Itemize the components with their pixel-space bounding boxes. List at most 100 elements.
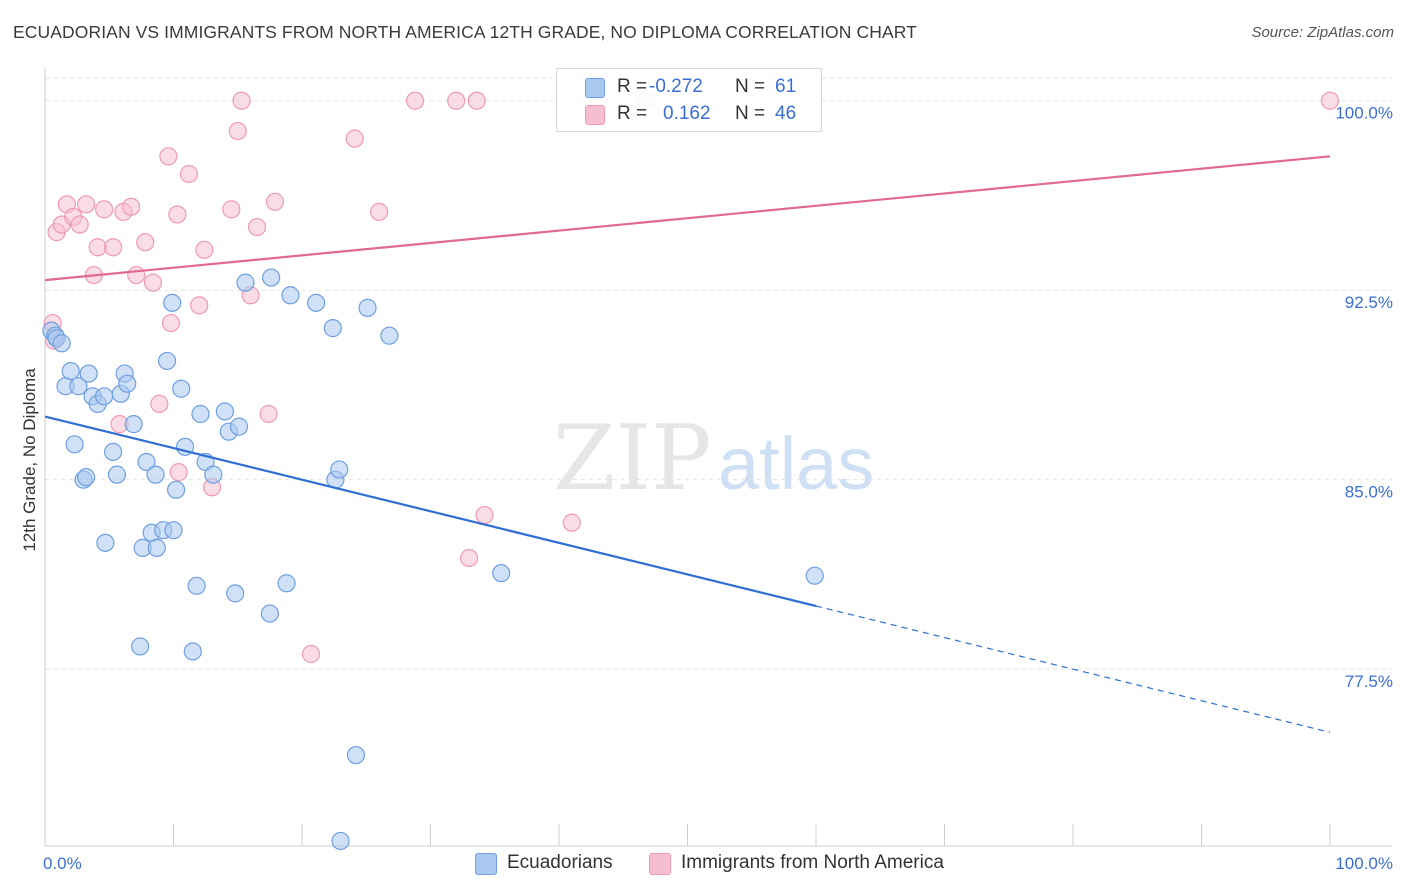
legend-label: Ecuadorians	[507, 852, 613, 873]
data-point	[77, 468, 96, 487]
data-point	[95, 200, 114, 219]
data-point	[215, 402, 234, 421]
data-point	[143, 273, 163, 292]
swatch-pink	[585, 105, 605, 125]
data-point	[169, 463, 188, 482]
data-point	[247, 217, 267, 237]
n-value: 61	[775, 76, 797, 97]
data-point	[147, 538, 166, 557]
legend-swatch-pink	[649, 853, 671, 875]
data-point	[157, 351, 177, 371]
data-point	[805, 566, 824, 585]
x-tick-label-end: 100.0%	[1335, 854, 1393, 873]
data-point	[492, 564, 511, 583]
y-tick-label: 85.0%	[1345, 483, 1393, 502]
data-point	[222, 200, 241, 219]
series-immigrants-points	[43, 91, 1340, 664]
data-point	[467, 91, 486, 110]
data-point	[159, 147, 178, 166]
data-point	[95, 387, 114, 406]
series-ecuadorians-points	[42, 268, 824, 851]
data-point	[52, 334, 71, 353]
data-point	[104, 238, 123, 257]
n-value: 46	[775, 103, 797, 124]
data-point	[1320, 91, 1340, 110]
trend-line-ecuadorians	[44, 415, 817, 608]
data-point	[150, 394, 169, 413]
data-point	[260, 604, 279, 623]
data-point	[331, 831, 350, 851]
data-point	[65, 435, 84, 454]
data-point	[226, 584, 245, 603]
r-label: R =	[617, 76, 648, 97]
data-point	[179, 164, 199, 184]
data-point	[346, 745, 366, 765]
data-point	[562, 513, 581, 532]
source-credit: Source: ZipAtlas.com	[1251, 24, 1394, 41]
r-value: 0.162	[663, 103, 711, 124]
data-point	[146, 465, 165, 484]
chart-title: ECUADORIAN VS IMMIGRANTS FROM NORTH AMER…	[13, 22, 917, 42]
data-point	[459, 548, 479, 568]
data-point	[107, 465, 127, 484]
data-point	[228, 121, 247, 141]
data-point	[195, 240, 214, 259]
data-point	[127, 265, 146, 285]
data-point	[77, 195, 96, 214]
data-point	[259, 404, 278, 424]
data-point	[70, 215, 89, 234]
x-tick-label-start: 0.0%	[43, 854, 82, 873]
data-point	[447, 91, 466, 110]
data-point	[136, 233, 155, 252]
data-point	[79, 364, 98, 383]
data-point	[323, 319, 342, 338]
watermark-zip: ZIP	[553, 406, 712, 511]
data-point	[232, 91, 251, 110]
data-point	[190, 296, 209, 315]
axes	[44, 68, 1392, 847]
data-point	[172, 379, 191, 398]
watermark: ZIP atlas	[553, 406, 874, 511]
data-point	[265, 192, 285, 211]
trend-line-immigrants	[44, 155, 1331, 282]
data-point	[168, 205, 187, 224]
watermark-atlas: atlas	[718, 422, 874, 505]
y-tick-label: 77.5%	[1345, 672, 1393, 691]
data-point	[301, 644, 321, 664]
data-point	[229, 417, 249, 436]
data-point	[124, 415, 143, 434]
n-label: N =	[735, 103, 766, 124]
y-tick-label: 100.0%	[1335, 104, 1393, 123]
r-label: R =	[617, 103, 648, 124]
data-point	[69, 377, 88, 396]
data-point	[204, 465, 223, 484]
data-point	[88, 238, 107, 257]
data-point	[61, 361, 80, 381]
data-point	[191, 404, 210, 424]
data-point	[137, 452, 156, 472]
trend-lines	[44, 155, 1331, 733]
data-point	[118, 374, 137, 393]
data-point	[161, 313, 181, 333]
data-point	[164, 521, 183, 540]
data-point	[121, 197, 141, 216]
data-point	[262, 268, 281, 287]
n-label: N =	[735, 76, 766, 97]
y-tick-label: 92.5%	[1345, 293, 1393, 312]
data-point	[405, 91, 425, 110]
data-point	[370, 202, 389, 221]
data-point	[187, 576, 206, 595]
trend-line-ecuadorians-extension	[815, 605, 1331, 733]
stats-legend: R = -0.272 N = 61 R = 0.162 N = 46	[556, 68, 822, 132]
data-point	[330, 460, 349, 479]
r-value: -0.272	[649, 76, 703, 97]
data-point	[358, 298, 377, 317]
data-point	[236, 273, 255, 292]
grid	[45, 77, 1392, 670]
y-axis-label: 12th Grade, No Diploma	[20, 368, 39, 552]
data-point	[166, 480, 186, 499]
data-point	[307, 293, 326, 312]
data-point	[183, 642, 202, 661]
data-point	[380, 326, 399, 345]
